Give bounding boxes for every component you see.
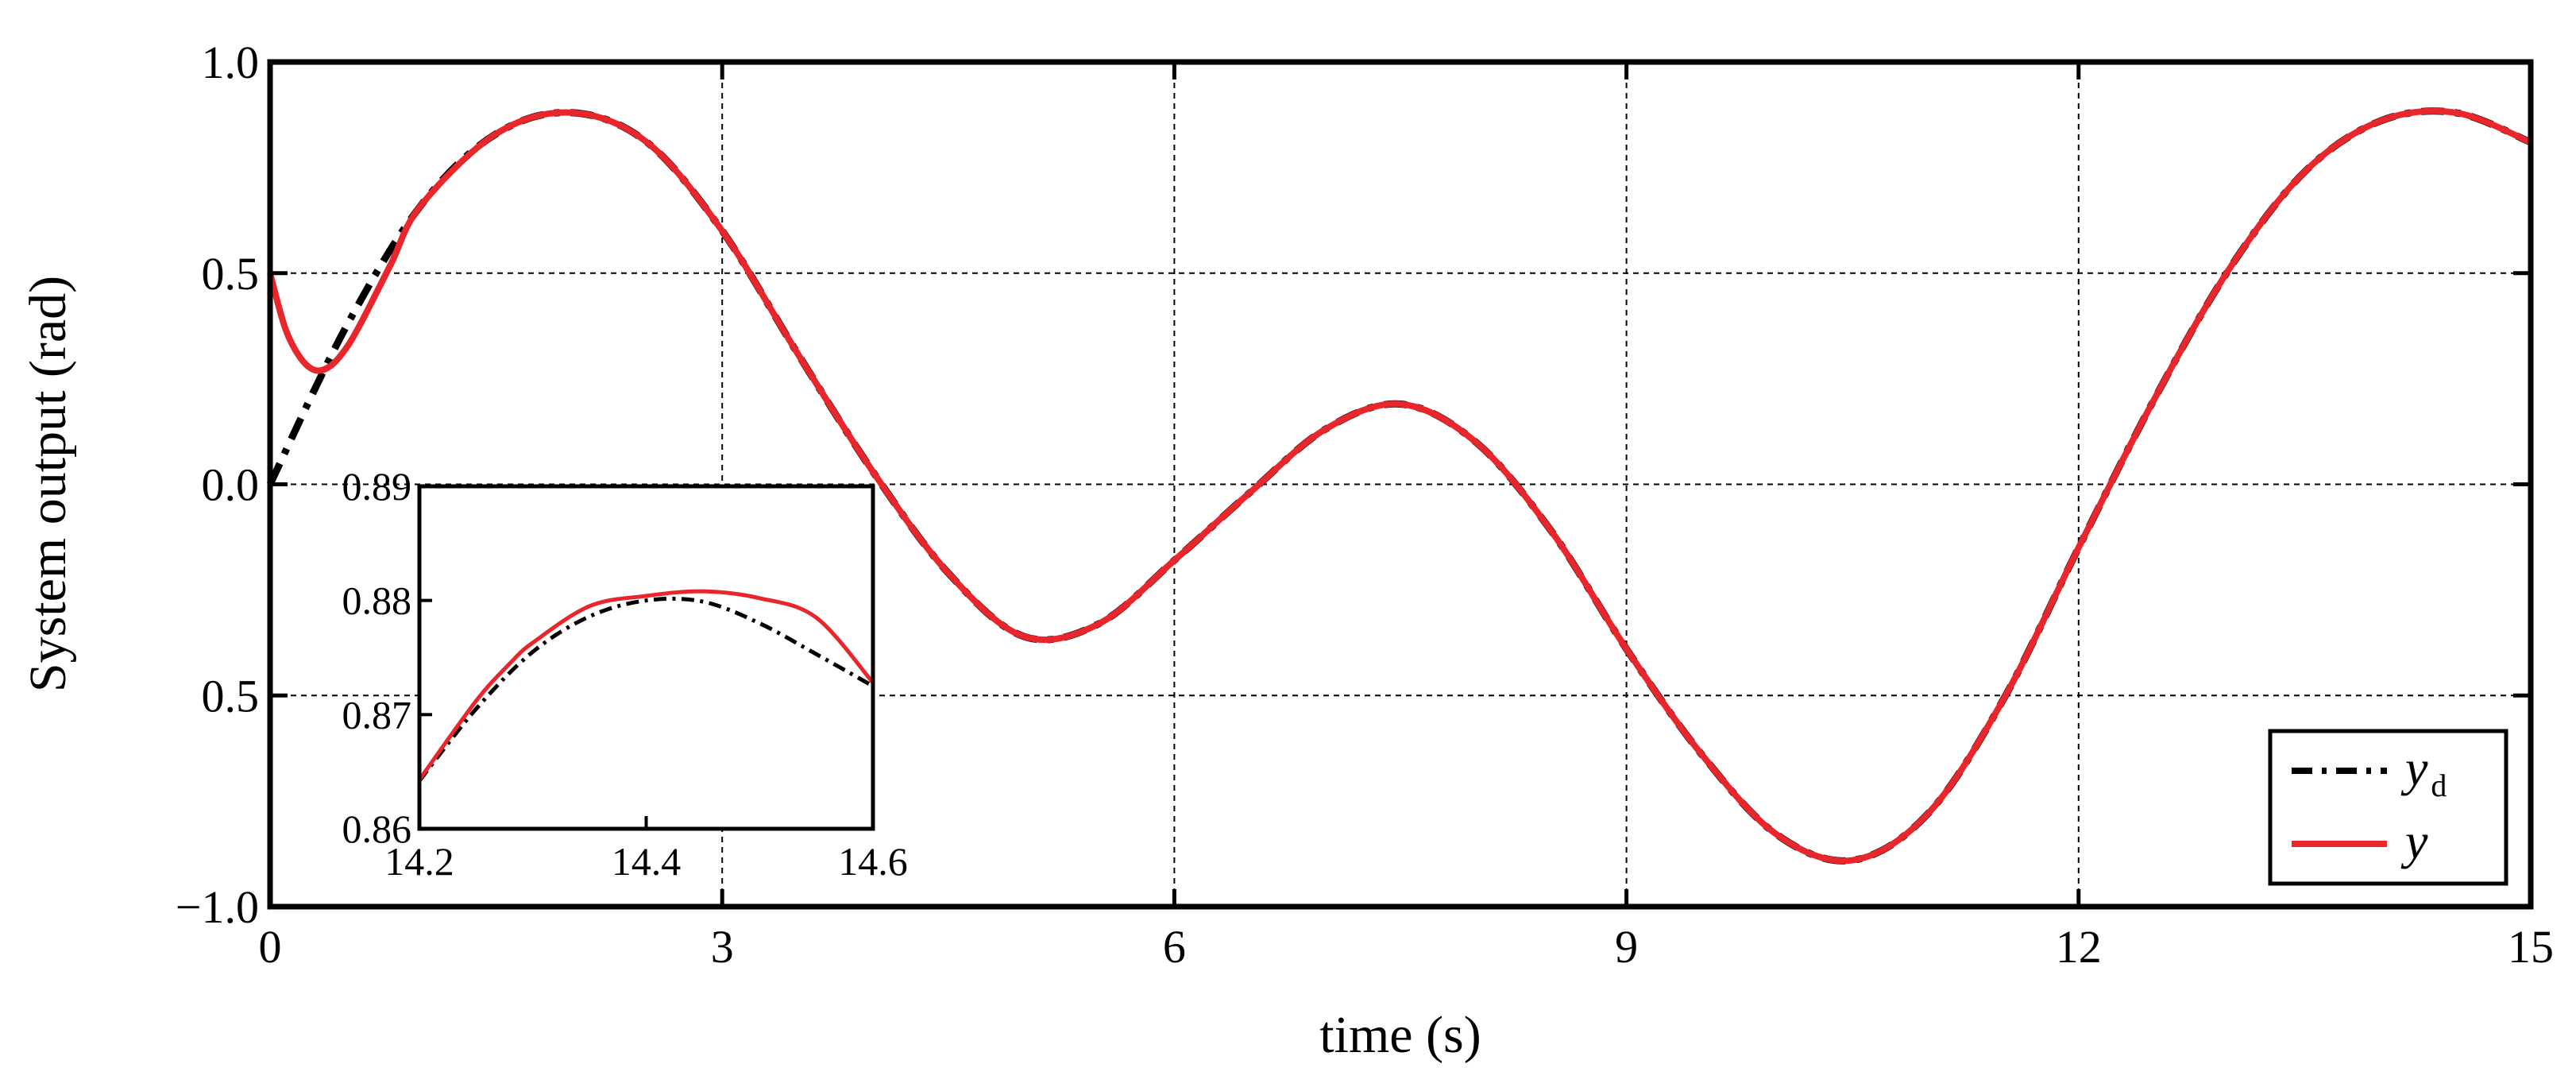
inset-series [417,589,875,783]
main-ticks [268,60,2533,909]
x-tick-label: 15 [2508,921,2554,973]
y-tick-label: −1.0 [176,881,259,933]
y-axis-label: System output (rad) [19,276,77,692]
inset-ticks [418,485,875,830]
y-tick-label: 0.5 [202,670,260,722]
inset-y-tick-label: 0.87 [342,692,412,737]
inset-tick-labels: 14.2 14.4 14.6 0.86 0.87 0.88 0.89 [342,464,908,884]
x-tick-label: 6 [1163,921,1186,973]
legend-box [2268,729,2508,886]
y-tick-label: 1.0 [202,37,260,88]
x-tick-label: 0 [259,921,282,973]
inset-y-tick-label: 0.88 [342,578,412,623]
x-tick-label: 3 [711,921,734,973]
main-series [266,107,2532,865]
inset-x-tick-label: 14.6 [838,839,908,884]
main-tick-labels: 0 3 6 9 12 15 −1.0 0.5 0.0 0.5 1.0 [176,37,2554,973]
inset-y-tick-label: 0.86 [342,807,412,851]
legend-label-y: y [2400,813,2428,869]
y-tick-label: 0.5 [202,248,260,300]
inset-x-tick-label: 14.4 [612,839,682,884]
y-tick-label: 0.0 [202,459,260,511]
x-tick-label: 12 [2056,921,2102,973]
inset-y-tick-label: 0.89 [342,464,412,509]
inset-background [419,486,873,829]
x-axis-label: time (s) [1319,1006,1481,1064]
inset-chart: 14.2 14.4 14.6 0.86 0.87 0.88 0.89 [342,464,908,884]
series-line-y [267,107,2532,865]
inset-series-line-y [417,589,875,781]
inset-x-tick-label: 14.2 [384,839,454,884]
x-tick-label: 9 [1615,921,1638,973]
